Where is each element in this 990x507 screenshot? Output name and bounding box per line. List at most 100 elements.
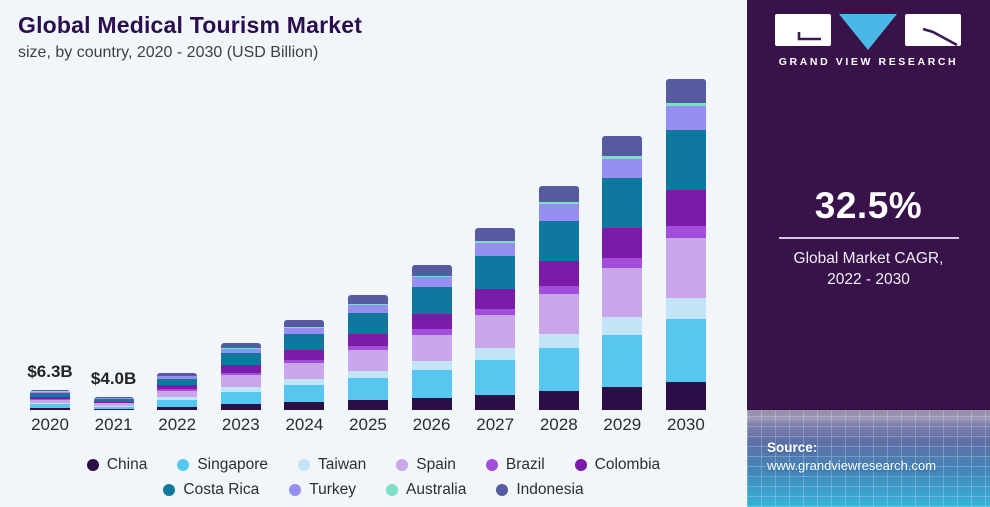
bar-segment-singapore xyxy=(475,359,516,395)
legend-dot-icon xyxy=(496,484,509,496)
bar-segment-brazil xyxy=(30,398,70,400)
bar-stack-2024 xyxy=(284,320,325,410)
bar-segment-taiwan xyxy=(30,403,70,405)
x-axis-label-2024: 2024 xyxy=(285,415,324,434)
bar-segment-costa-rica xyxy=(93,399,134,402)
legend-item-brazil: Brazil xyxy=(485,456,545,474)
bar-segment-taiwan xyxy=(157,397,198,400)
bar-segment-china xyxy=(411,397,452,410)
bar-segment-brazil xyxy=(475,308,516,316)
bar-segment-colombia xyxy=(347,333,388,347)
legend-dot-icon xyxy=(86,459,99,471)
bar-segment-colombia xyxy=(284,350,325,361)
bar-segment-costa-rica xyxy=(475,256,516,289)
source-block: Source: www.grandviewresearch.com xyxy=(767,440,936,473)
bar-segment-singapore xyxy=(284,385,325,403)
bar-column-2025: 2025 xyxy=(347,295,388,434)
legend-dot-icon xyxy=(396,459,409,471)
bar-segment-spain xyxy=(93,403,134,406)
bar-segment-taiwan xyxy=(93,405,134,407)
bar-segment-costa-rica xyxy=(157,378,198,386)
bar-stack-2021 xyxy=(93,397,134,410)
bar-segment-spain xyxy=(220,375,261,388)
bar-segment-turkey xyxy=(665,106,706,131)
legend-label: Brazil xyxy=(505,456,545,473)
legend-dot-icon xyxy=(485,459,498,471)
bar-value-label-2020: $6.3B xyxy=(27,361,73,381)
bar-segment-costa-rica xyxy=(220,353,261,366)
legend-item-singapore: Singapore xyxy=(177,456,268,474)
bar-segment-turkey xyxy=(284,327,325,334)
bar-segment-indonesia xyxy=(475,227,516,242)
bar-stack-2029 xyxy=(602,136,643,410)
bar-segment-china xyxy=(538,390,579,410)
bar-stack-2026 xyxy=(411,265,452,410)
bar-segment-turkey xyxy=(347,304,388,313)
cagr-block: 32.5% Global Market CAGR, 2022 - 2030 xyxy=(747,185,990,290)
bar-segment-china xyxy=(475,394,516,410)
legend-label: Colombia xyxy=(594,456,661,473)
bar-segment-china xyxy=(665,381,706,410)
bar-column-2027: 2027 xyxy=(475,227,516,434)
bar-column-2021: $4.0B 2021 xyxy=(91,369,136,434)
bar-segment-turkey xyxy=(538,204,579,221)
bar-column-2029: 2029 xyxy=(602,136,643,434)
cagr-value: 32.5% xyxy=(814,185,923,226)
bar-segment-singapore xyxy=(665,319,706,382)
bar-segment-costa-rica xyxy=(411,287,452,314)
mesh-horizon-haze xyxy=(747,410,990,424)
chart-legend: China Singapore Taiwan Spain Brazil Colombia C… xyxy=(0,456,747,499)
bar-segment-indonesia xyxy=(157,372,198,376)
legend-item-china: China xyxy=(86,456,148,474)
source-url: www.grandviewresearch.com xyxy=(767,458,937,473)
legend-dot-icon xyxy=(386,484,399,496)
bar-segment-brazil xyxy=(602,257,643,268)
bar-segment-spain xyxy=(602,267,643,317)
legend-dot-icon xyxy=(574,459,587,471)
chart-region: Global Medical Tourism Market size, by c… xyxy=(0,12,747,499)
bar-segment-costa-rica xyxy=(538,220,579,261)
bar-segment-australia xyxy=(475,241,516,243)
bar-segment-brazil xyxy=(411,329,452,335)
bar-segment-taiwan xyxy=(538,333,579,349)
bar-segment-brazil xyxy=(284,360,325,364)
bar-segment-australia xyxy=(665,103,706,107)
bar-column-2024: 2024 xyxy=(284,320,325,434)
bar-segment-taiwan xyxy=(220,387,261,392)
bar-stack-2025 xyxy=(347,295,388,410)
bar-segment-colombia xyxy=(665,189,706,227)
legend-item-australia: Australia xyxy=(386,481,466,499)
legend-row-2: Costa Rica Turkey Australia Indonesia xyxy=(0,481,747,499)
bar-segment-spain xyxy=(411,334,452,361)
bar-segment-singapore xyxy=(30,404,70,409)
legend-label: China xyxy=(106,456,148,473)
bar-segment-australia xyxy=(411,275,452,278)
legend-item-taiwan: Taiwan xyxy=(298,456,366,474)
legend-item-colombia: Colombia xyxy=(574,456,661,474)
legend-label: Singapore xyxy=(197,456,268,473)
bar-stack-2030 xyxy=(665,79,706,410)
bar-stack-2027 xyxy=(475,227,516,410)
page-title: Global Medical Tourism Market xyxy=(18,12,363,38)
x-axis-label-2022: 2022 xyxy=(158,415,197,434)
bar-segment-china xyxy=(30,408,70,410)
page-subtitle: size, by country, 2020 - 2030 (USD Billi… xyxy=(18,44,319,61)
bar-stack-2028 xyxy=(538,186,579,410)
bar-segment-spain xyxy=(30,399,70,404)
bar-segment-singapore xyxy=(93,406,134,409)
bar-column-2026: 2026 xyxy=(411,265,452,434)
bar-segment-brazil xyxy=(665,226,706,238)
bar-segment-turkey xyxy=(475,242,516,256)
bar-segment-taiwan xyxy=(665,297,706,319)
bar-segment-indonesia xyxy=(220,343,261,348)
legend-item-indonesia: Indonesia xyxy=(496,481,584,499)
x-axis-label-2028: 2028 xyxy=(539,415,578,434)
bar-segment-indonesia xyxy=(538,186,579,203)
cagr-label-line1: Global Market CAGR, xyxy=(793,250,944,267)
legend-dot-icon xyxy=(289,484,302,496)
bar-segment-indonesia xyxy=(602,136,643,156)
bar-segment-singapore xyxy=(347,378,388,401)
x-axis-label-2027: 2027 xyxy=(476,415,515,434)
bar-segment-china xyxy=(347,400,388,410)
legend-dot-icon xyxy=(298,459,310,471)
